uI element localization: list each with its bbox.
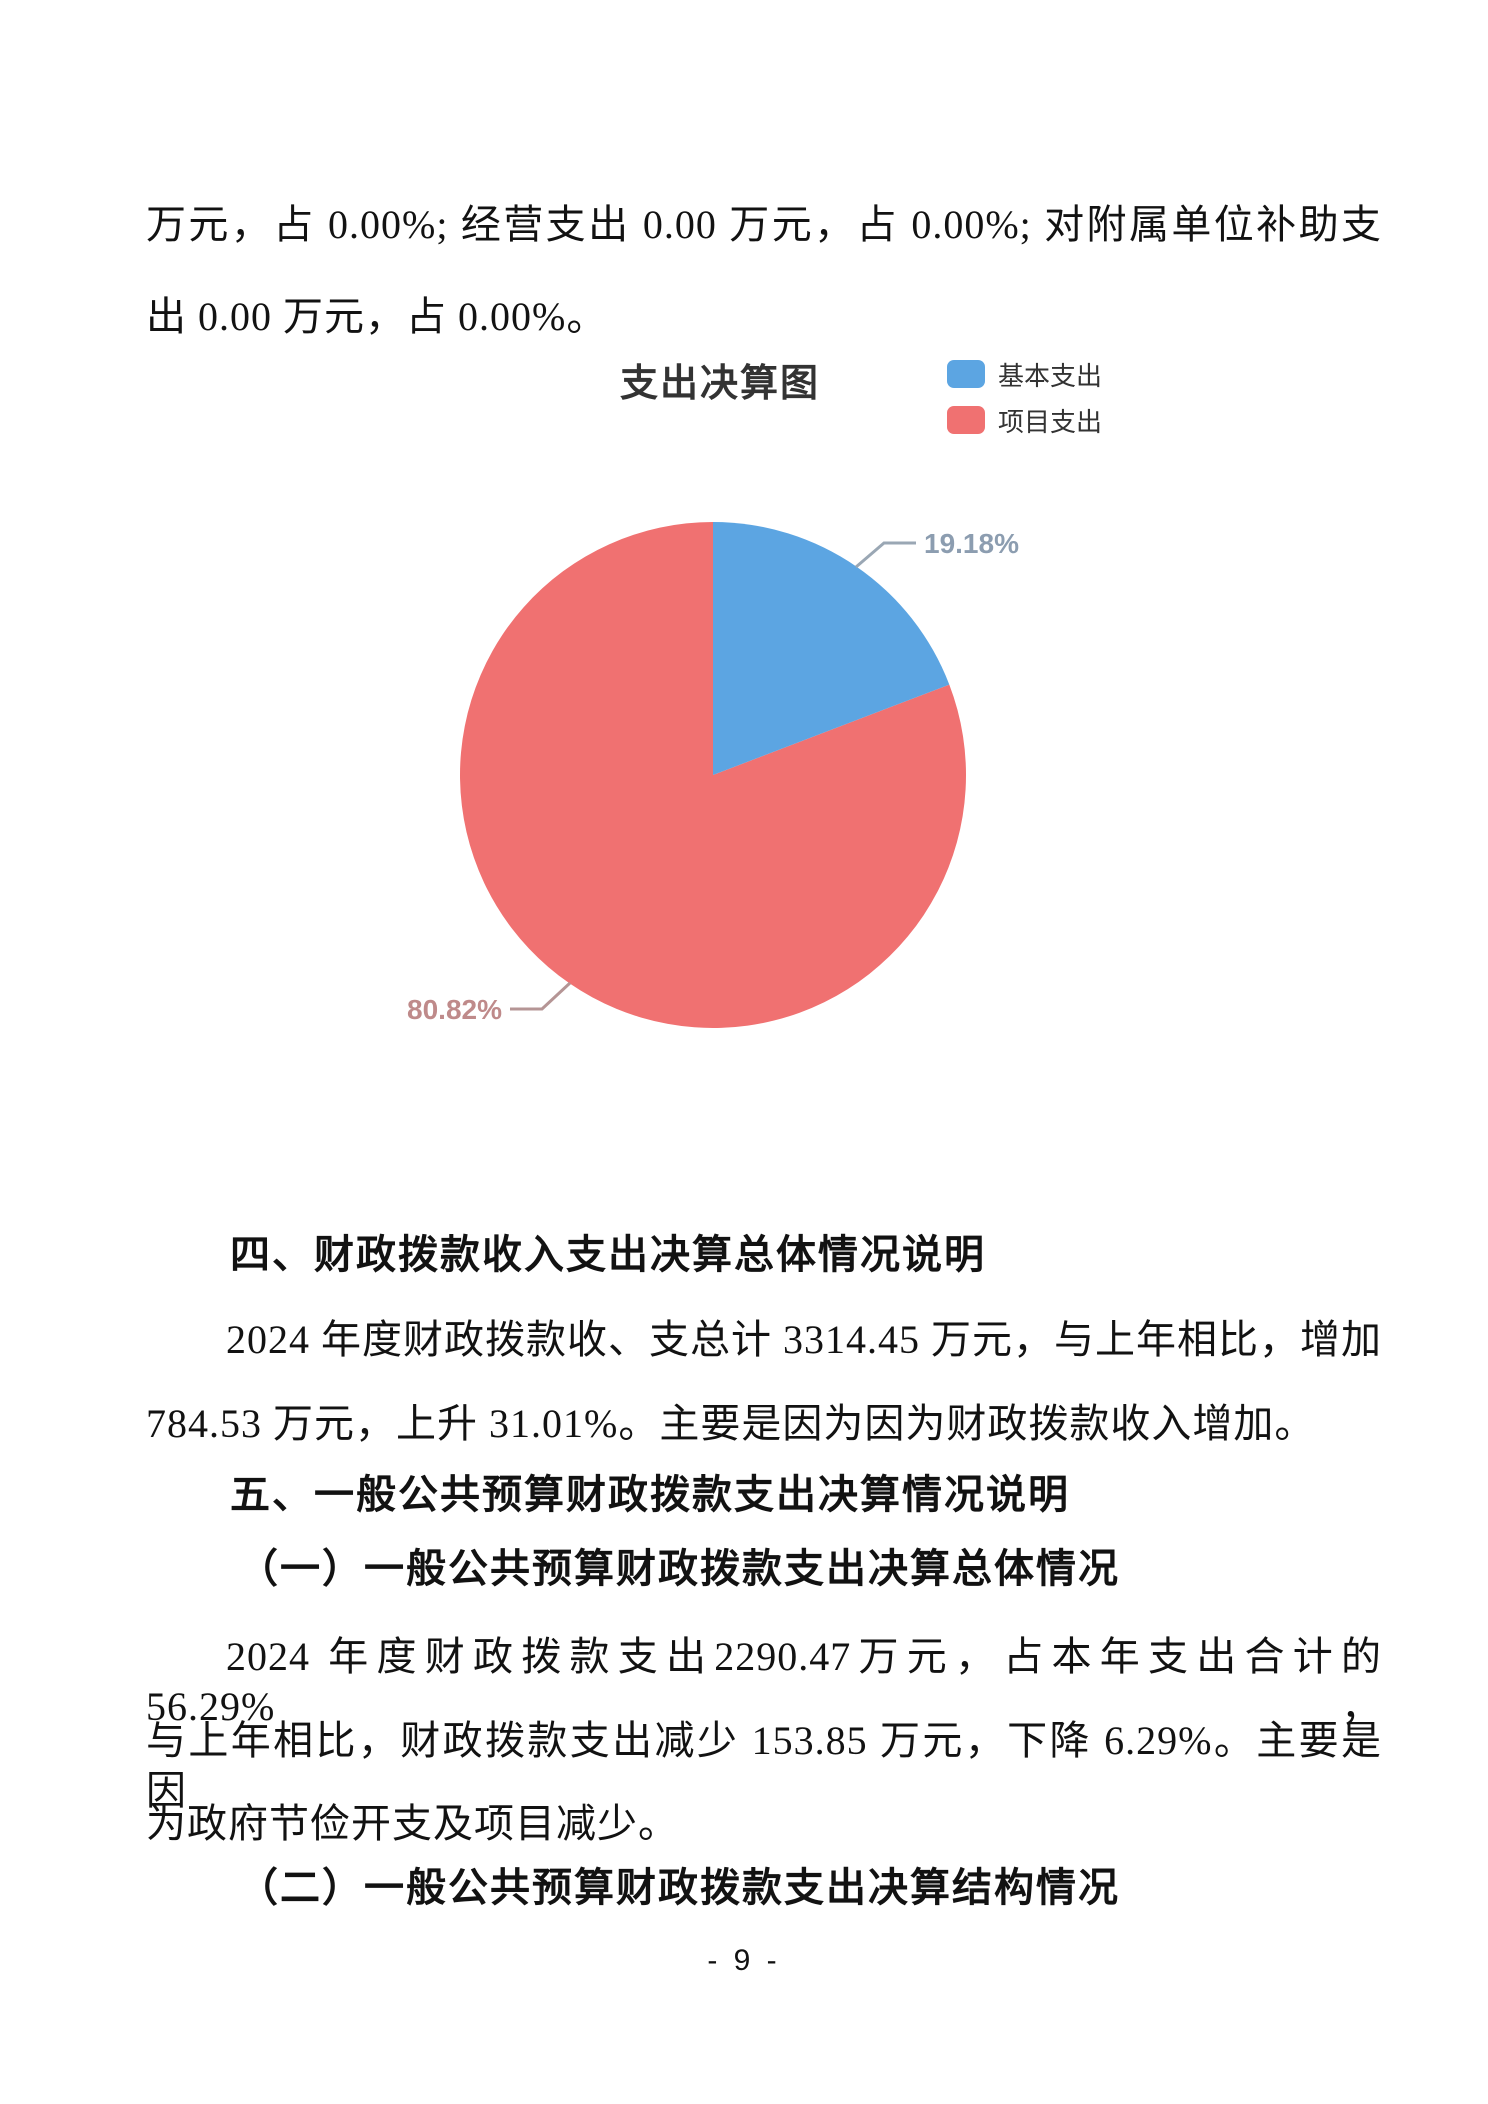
legend-item-project: 项目支出 xyxy=(947,404,1103,437)
pie-slice-basic xyxy=(713,522,950,775)
pie-svg: 19.18% 80.82% xyxy=(407,522,1019,1028)
page-number: - 9 - xyxy=(707,1944,781,1977)
leader-line-project xyxy=(510,981,572,1011)
section5-para-line-3: 为政府节俭开支及项目减少。 xyxy=(146,1801,679,1846)
legend-label-project: 项目支出 xyxy=(998,406,1103,437)
legend-label-basic: 基本支出 xyxy=(998,360,1103,391)
section5-para-line-1: 2024 年度财政拨款支出2290.47万元，占本年支出合计的56.29%， xyxy=(146,1634,1382,1729)
pie-label-basic: 19.18% xyxy=(924,528,1019,559)
pie-slice-project xyxy=(460,522,967,1028)
legend-item-basic: 基本支出 xyxy=(947,358,1103,391)
heading-section-5-2: （二）一般公共预算财政拨款支出决算结构情况 xyxy=(238,1866,1120,1910)
leader-line-basic xyxy=(855,541,916,569)
chart-legend: 基本支出 项目支出 xyxy=(947,358,1102,450)
section5-para-line-2: 与上年相比，财政拨款支出减少 153.85 万元，下降 6.29%。主要是因 xyxy=(146,1718,1382,1813)
chart-title: 支出决算图 xyxy=(619,363,820,405)
intro-line-2: 出 0.00 万元，占 0.00%。 xyxy=(146,294,608,339)
heading-section-5: 五、一般公共预算财政拨款支出决算情况说明 xyxy=(230,1473,1070,1517)
legend-swatch-project xyxy=(947,406,985,434)
intro-line-1: 万元，占 0.00%; 经营支出 0.00 万元，占 0.00%; 对附属单位补… xyxy=(146,202,1382,247)
legend-swatch-basic xyxy=(947,360,985,388)
section4-para-line-2: 784.53 万元，上升 31.01%。主要是因为因为财政拨款收入增加。 xyxy=(146,1401,1316,1446)
heading-section-5-1: （一）一般公共预算财政拨款支出决算总体情况 xyxy=(238,1547,1120,1591)
pie-label-project: 80.82% xyxy=(407,994,502,1025)
heading-section-4: 四、财政拨款收入支出决算总体情况说明 xyxy=(230,1233,986,1277)
section4-para-line-1: 2024 年度财政拨款收、支总计 3314.45 万元，与上年相比，增加 xyxy=(226,1317,1382,1362)
